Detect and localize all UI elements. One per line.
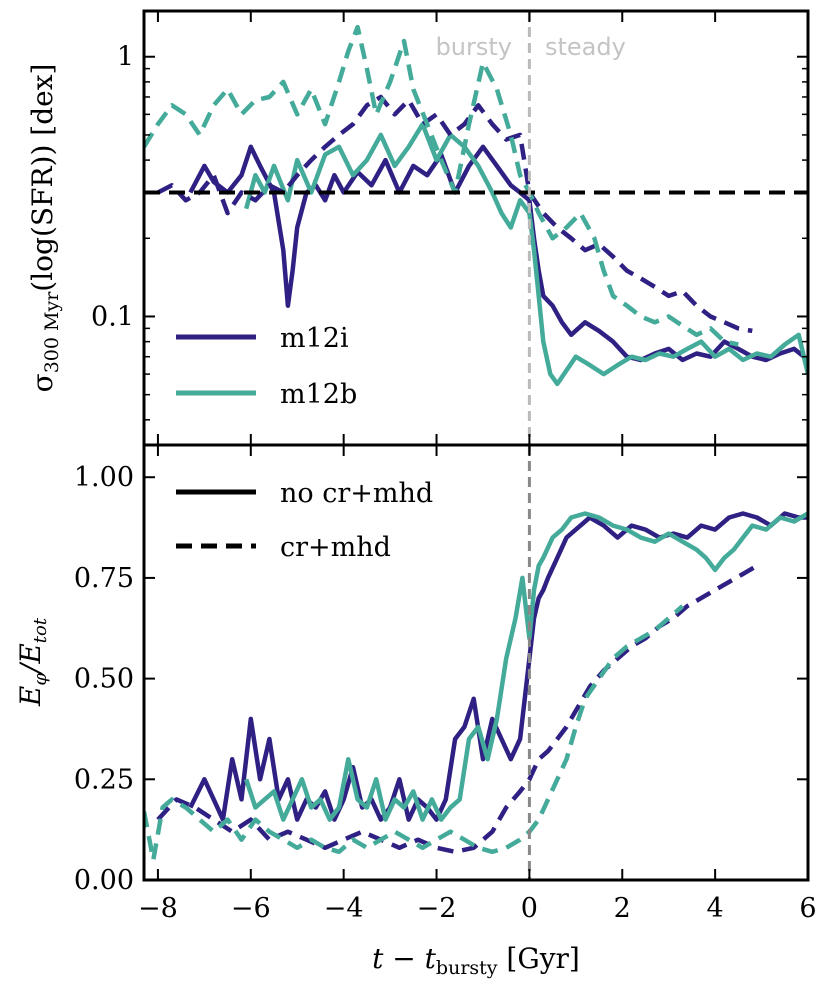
- bottom-xtick-label: 0: [521, 893, 538, 924]
- top-legend: m12i m12b: [176, 323, 357, 410]
- legend-label-crmhd: cr+mhd: [280, 532, 391, 563]
- bottom-xtick-label: 6: [799, 893, 816, 924]
- bottom-ytick-label: 0.50: [74, 664, 134, 695]
- bottom-series-group: [144, 511, 808, 863]
- top-series-m12i-solid: [188, 144, 808, 363]
- top-series-group: [144, 24, 808, 387]
- bottom-series-m12b-solid: [244, 511, 808, 822]
- legend-label-m12i: m12i: [280, 323, 349, 354]
- bottom-series-m12b-dashed: [144, 604, 685, 863]
- bottom-xtick-label: −6: [231, 893, 271, 924]
- top-ticks: 0.11: [91, 11, 809, 445]
- legend-label-m12b: m12b: [280, 379, 357, 410]
- top-series-m12i-dashed: [156, 94, 753, 334]
- bottom-ytick-label: 1.00: [74, 462, 134, 493]
- bottom-xtick-label: 4: [707, 893, 724, 924]
- top-ytick-label: 1: [117, 42, 134, 73]
- bottom-xtick-label: −8: [138, 893, 178, 924]
- top-series-m12b-solid: [244, 121, 808, 387]
- bottom-panel-frame: [142, 443, 810, 882]
- bottom-xtick-label: −2: [417, 893, 457, 924]
- bottom-y-axis-label: Eφ/Etot: [14, 617, 51, 707]
- bottom-panel: 0.00 0.25 0.50 0.75 1.00 −8 −6 −4 −2 0 2 4 6 no cr+m…: [14, 443, 817, 979]
- bottom-series-m12i-solid: [188, 511, 808, 822]
- top-panel: bursty steady 0.11 m12i m12b σ300 Myr(lo…: [26, 9, 810, 447]
- bottom-ytick-label: 0.75: [74, 563, 134, 594]
- region-label-steady: steady: [545, 33, 626, 61]
- legend-label-no-crmhd: no cr+mhd: [280, 478, 433, 509]
- bottom-xtick-label: −4: [324, 893, 364, 924]
- top-ytick-label: 0.1: [91, 301, 134, 332]
- bottom-ticks: 0.00 0.25 0.50 0.75 1.00 −8 −6 −4 −2 0 2 4 6: [74, 445, 817, 924]
- x-axis-label: t − tbursty [Gyr]: [372, 942, 580, 979]
- top-y-axis-label: σ300 Myr(log(SFR)) [dex]: [26, 64, 63, 393]
- bottom-legend: no cr+mhd cr+mhd: [176, 478, 433, 563]
- bottom-series-m12i-dashed: [156, 563, 759, 855]
- bottom-ytick-label: 0.25: [74, 764, 134, 795]
- region-label-bursty: bursty: [436, 33, 512, 61]
- top-panel-frame: [142, 9, 810, 447]
- top-series-m12b-dashed: [144, 24, 739, 347]
- bottom-xtick-label: 2: [614, 893, 631, 924]
- bottom-ytick-label: 0.00: [74, 865, 134, 896]
